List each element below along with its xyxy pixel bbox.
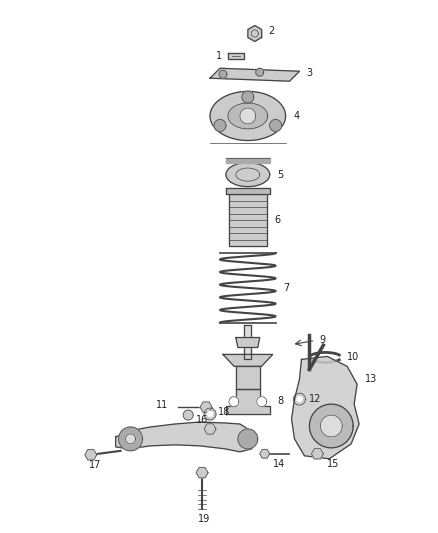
Polygon shape [240, 108, 256, 124]
Text: 5: 5 [278, 169, 284, 180]
Text: 15: 15 [327, 459, 340, 469]
Polygon shape [256, 68, 264, 76]
Polygon shape [310, 404, 353, 448]
Polygon shape [311, 449, 323, 459]
Polygon shape [229, 195, 267, 246]
Polygon shape [204, 408, 216, 420]
Polygon shape [257, 397, 267, 407]
Text: 7: 7 [283, 283, 290, 293]
Text: 10: 10 [347, 352, 360, 362]
Polygon shape [236, 337, 260, 348]
Text: 19: 19 [198, 514, 210, 524]
Text: 13: 13 [365, 374, 377, 384]
Polygon shape [119, 427, 142, 451]
Polygon shape [228, 53, 244, 59]
Polygon shape [214, 119, 226, 131]
Polygon shape [126, 434, 135, 444]
Polygon shape [226, 163, 270, 187]
Polygon shape [292, 357, 359, 459]
Polygon shape [219, 70, 227, 78]
Polygon shape [260, 449, 270, 458]
Polygon shape [223, 354, 273, 366]
Polygon shape [238, 429, 258, 449]
Polygon shape [320, 415, 342, 437]
Text: 12: 12 [309, 394, 322, 404]
Polygon shape [226, 158, 270, 163]
Polygon shape [210, 92, 286, 141]
Text: 9: 9 [319, 335, 325, 344]
Polygon shape [236, 168, 260, 181]
Text: 6: 6 [275, 215, 281, 225]
Text: 17: 17 [89, 460, 101, 470]
Polygon shape [226, 189, 270, 195]
Text: 18: 18 [218, 407, 230, 417]
Polygon shape [297, 397, 302, 402]
Polygon shape [226, 389, 270, 414]
Polygon shape [116, 422, 255, 452]
Polygon shape [210, 68, 300, 81]
Text: 4: 4 [293, 111, 300, 121]
Polygon shape [270, 119, 282, 131]
Text: 16: 16 [196, 415, 208, 425]
Text: 14: 14 [273, 459, 285, 469]
Text: 11: 11 [156, 400, 168, 410]
Polygon shape [200, 402, 212, 412]
Polygon shape [244, 325, 251, 359]
Polygon shape [196, 467, 208, 478]
Polygon shape [204, 424, 216, 434]
Polygon shape [248, 26, 261, 42]
Polygon shape [208, 411, 212, 417]
Polygon shape [242, 91, 254, 103]
Text: 2: 2 [268, 27, 275, 36]
Text: 8: 8 [278, 396, 284, 406]
Text: 1: 1 [216, 51, 222, 61]
Polygon shape [183, 410, 193, 420]
Polygon shape [229, 397, 239, 407]
Polygon shape [236, 366, 260, 389]
Polygon shape [228, 103, 268, 129]
Polygon shape [293, 393, 305, 405]
Polygon shape [85, 450, 97, 460]
Text: 3: 3 [307, 68, 313, 78]
